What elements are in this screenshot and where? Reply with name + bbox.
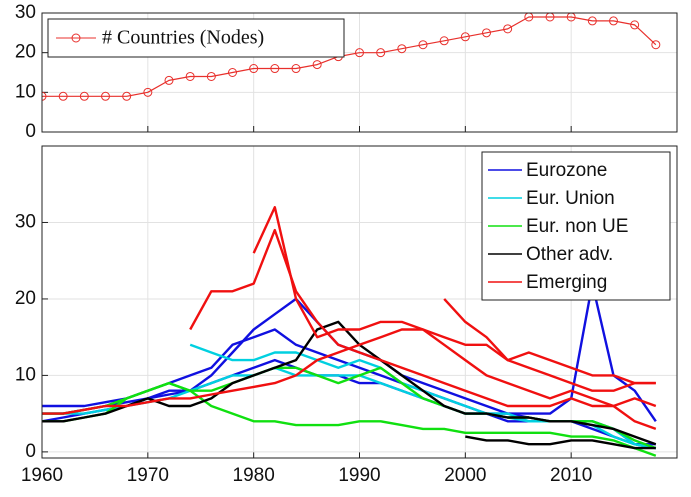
legend-label: Other adv.: [526, 244, 613, 265]
legend-label: Eurozone: [526, 160, 607, 181]
y-tick-label: 10: [15, 81, 36, 102]
marker: [79, 91, 89, 101]
marker: [355, 48, 364, 58]
y-tick-label: 30: [15, 2, 36, 23]
group-line: [42, 328, 657, 431]
axes-box: [41, 145, 678, 459]
plot-layer: [42, 13, 661, 101]
marker: [566, 13, 576, 22]
marker: [228, 68, 237, 77]
legend-label: Eur. Union: [526, 188, 615, 209]
marker: [58, 91, 68, 101]
marker: [630, 20, 640, 30]
marker: [651, 40, 661, 50]
marker: [270, 64, 280, 74]
marker: [143, 87, 153, 97]
legend-label: # Countries (Nodes): [102, 27, 264, 49]
x-tick-label: 1960: [21, 465, 63, 486]
group-line: [443, 298, 656, 392]
marker: [587, 16, 597, 26]
marker: [524, 13, 534, 22]
marker: [291, 64, 301, 74]
marker: [482, 28, 491, 38]
marker: [42, 91, 47, 101]
legend-box: [47, 18, 345, 58]
plot-layer: [42, 206, 657, 457]
x-tick-label: 2000: [444, 465, 486, 486]
y-tick-label: 30: [15, 211, 36, 232]
legend-label: Emerging: [526, 272, 607, 293]
marker: [185, 71, 195, 81]
group-line: [42, 320, 657, 446]
y-tick-label: 0: [25, 441, 36, 462]
marker: [503, 24, 513, 34]
marker: [376, 48, 386, 58]
marker: [164, 75, 174, 85]
group-line: [465, 435, 656, 450]
y-tick-label: 20: [15, 42, 36, 63]
x-tick-label: 2010: [550, 465, 592, 486]
marker: [545, 13, 555, 22]
y-tick-label: 20: [15, 288, 36, 309]
marker: [439, 36, 449, 46]
legend-label: Eur. non UE: [526, 216, 628, 237]
marker: [101, 91, 110, 101]
y-tick-label: 0: [25, 121, 36, 142]
x-tick-label: 1970: [127, 465, 169, 486]
marker: [206, 71, 216, 81]
x-tick-label: 1990: [338, 465, 380, 486]
marker: [418, 40, 428, 50]
axes-box: [41, 12, 678, 133]
marker: [397, 44, 407, 54]
marker: [249, 64, 259, 74]
x-tick-label: 1980: [233, 465, 275, 486]
marker: [122, 91, 132, 101]
marker: [312, 60, 322, 70]
marker: [609, 16, 618, 26]
y-tick-label: 10: [15, 364, 36, 385]
group-line: [189, 228, 657, 408]
marker: [460, 32, 470, 42]
legend-marker: [71, 33, 81, 43]
group-line: [252, 206, 656, 385]
